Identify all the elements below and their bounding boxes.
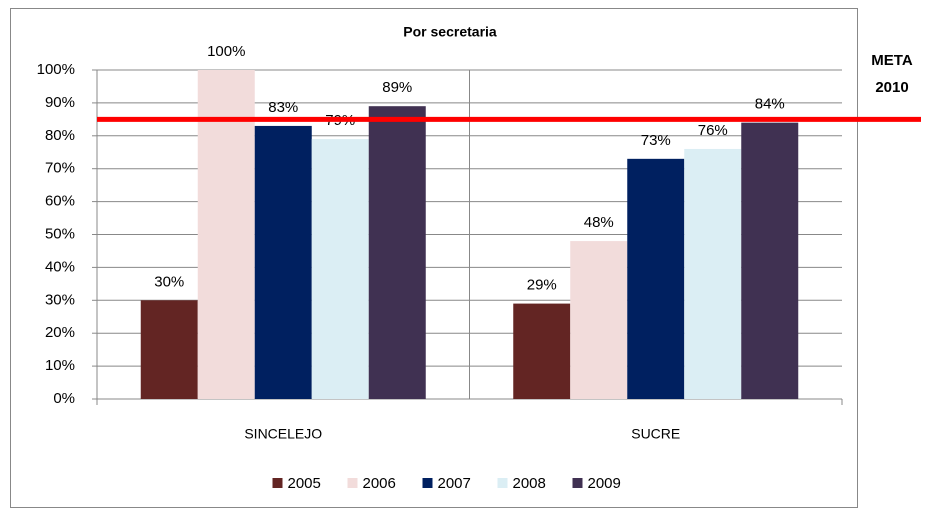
legend-swatch [272,478,283,488]
bar [741,122,799,399]
chart-title: Por secretaria [403,24,497,40]
bar [513,303,571,399]
legend-swatch [422,478,433,488]
data-label: 76% [698,122,728,139]
legend-label: 2007 [438,475,471,492]
bar [684,148,742,399]
data-label: 29% [527,277,557,294]
bar [368,106,426,399]
legend-swatch [572,478,583,488]
data-label: 100% [207,43,245,60]
bar [254,125,312,400]
legend-swatch [497,478,508,488]
y-tick-label: 70% [45,160,75,177]
y-tick-label: 30% [45,291,75,308]
data-label: 89% [382,79,412,96]
bar [197,70,255,399]
data-label: 84% [755,96,785,113]
y-tick-label: 80% [45,127,75,144]
y-tick-label: 10% [45,357,75,374]
y-tick-label: 100% [37,61,75,78]
data-label: 48% [584,214,614,231]
y-tick-label: 60% [45,193,75,210]
y-tick-label: 0% [53,390,75,407]
x-tick-label: SUCRE [631,426,680,442]
legend-label: 2006 [363,475,396,492]
legend-label: 2005 [288,475,321,492]
data-label: 73% [641,132,671,149]
legend-swatch [347,478,358,488]
y-tick-label: 50% [45,225,75,242]
y-tick-label: 90% [45,94,75,111]
bar [627,158,685,399]
data-label: 83% [268,99,298,116]
legend-label: 2009 [588,475,621,492]
data-label: 30% [154,273,184,290]
y-tick-label: 40% [45,258,75,275]
bar [311,139,369,399]
y-tick-label: 20% [45,324,75,341]
reference-label: META [871,52,913,69]
reference-label: 2010 [875,79,908,96]
bar [140,300,198,399]
bar [570,241,628,399]
legend-label: 2008 [513,475,546,492]
x-tick-label: SINCELEJO [244,426,322,442]
